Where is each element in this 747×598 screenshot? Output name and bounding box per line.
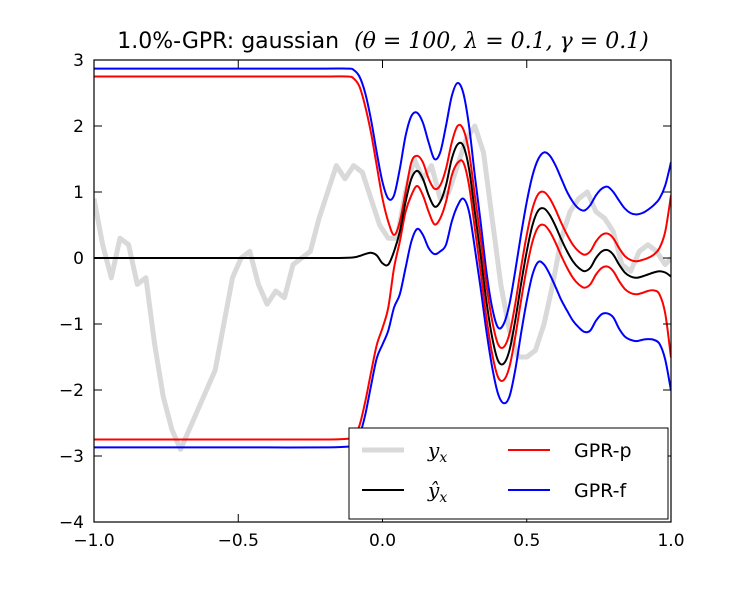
x-tick-label: −0.5 [218,531,259,551]
legend-label-gpr-f: GPR-f [574,480,627,502]
y-tick-label: −2 [59,381,84,401]
y-tick-label: 0 [73,249,84,269]
chart-title: 1.0%-GPR: gaussian (θ = 100, λ = 0.1, γ … [117,29,649,54]
series-gpr-f-upper-line [94,67,671,330]
y-tick-label: 3 [73,51,84,71]
series-y-x-line [94,123,671,452]
y-axis: −4 −3 −2 −1 0 1 2 3 [59,51,671,533]
x-tick-label: 0.5 [513,531,540,551]
legend-label-y-x: yx [427,438,447,466]
series-gpr-p-lower-line [94,159,671,441]
x-tick-label: −1.0 [73,531,114,551]
legend-label-y-hat-x: ŷx [427,478,447,506]
series-gpr-p-upper-line [94,75,671,349]
x-tick-label: 0.0 [369,531,396,551]
legend-entries: yx GPR-p ŷx GPR-f [362,438,632,506]
chart-title-prefix: 1.0%-GPR: gaussian [117,29,339,54]
y-tick-label: −1 [59,315,84,335]
legend-label-gpr-p: GPR-p [574,440,632,462]
legend-box [348,427,669,520]
chart-title-params: (θ = 100, λ = 0.1, γ = 0.1) [354,29,649,54]
y-tick-label: 2 [73,117,84,137]
legend: yx GPR-p ŷx GPR-f [348,427,669,520]
series-layer [94,67,671,452]
y-tick-label: 1 [73,183,84,203]
x-axis: −1.0 −0.5 0.0 0.5 1.0 [73,60,685,551]
x-tick-label: 1.0 [657,531,684,551]
series-gpr-f-lower-line [94,197,671,449]
y-tick-label: −4 [59,513,84,533]
series-y-hat-x-line [94,141,671,366]
y-tick-label: −3 [59,447,84,467]
